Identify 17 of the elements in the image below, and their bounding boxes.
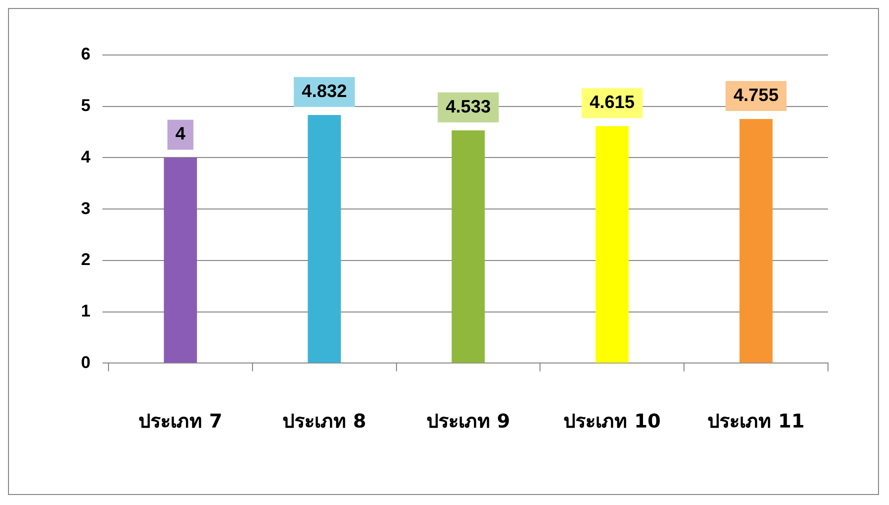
x-tick-label: ประเภท 10: [564, 410, 661, 433]
y-tick-label: 2: [80, 250, 90, 270]
y-tick-label: 0: [80, 352, 90, 372]
x-tick-label: ประเภท 11: [708, 410, 805, 433]
y-tick-label: 1: [80, 302, 90, 321]
data-label: 4.755: [734, 84, 779, 105]
y-tick-label: 3: [80, 198, 90, 218]
data-label: 4.615: [590, 92, 635, 112]
data-label: 4.533: [446, 96, 491, 116]
data-label: 4: [175, 124, 186, 144]
x-tick-label: ประเภท 9: [426, 410, 510, 433]
data-label: 4.832: [302, 80, 347, 101]
y-tick-label: 4: [80, 147, 91, 166]
x-tick-label: ประเภท 7: [138, 410, 222, 433]
y-tick-label: 5: [80, 96, 90, 116]
x-tick-label: ประเภท 8: [282, 410, 366, 433]
y-tick-label: 6: [80, 44, 90, 64]
